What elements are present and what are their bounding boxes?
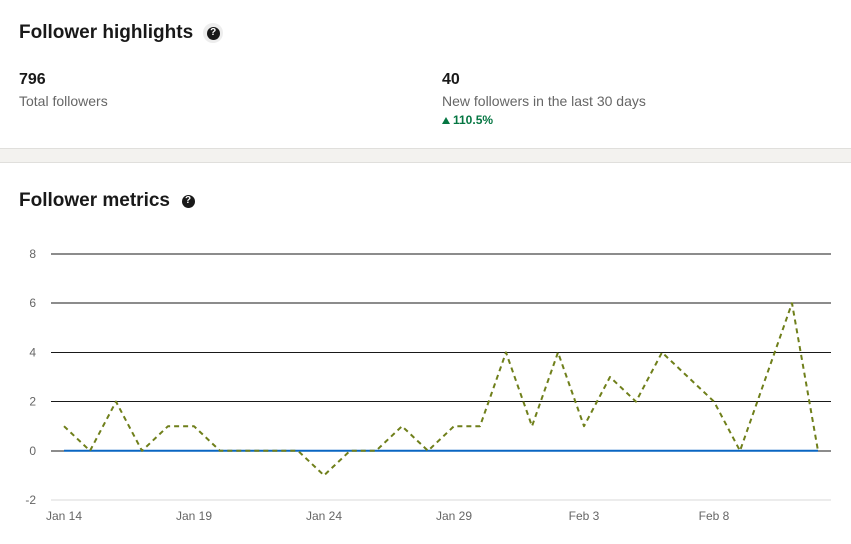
new-followers-label: New followers in the last 30 days bbox=[442, 93, 646, 109]
y-tick-label: 8 bbox=[29, 247, 36, 261]
total-followers-label: Total followers bbox=[19, 93, 108, 109]
x-tick-label: Jan 14 bbox=[46, 509, 82, 523]
y-tick-label: 2 bbox=[29, 395, 36, 409]
question-mark-icon[interactable]: ? bbox=[203, 23, 224, 43]
y-tick-label: 6 bbox=[29, 296, 36, 310]
x-tick-label: Jan 24 bbox=[306, 509, 342, 523]
total-followers-value: 796 bbox=[19, 71, 46, 88]
trend-up-icon bbox=[442, 116, 450, 124]
new-followers-value: 40 bbox=[442, 71, 460, 88]
total-followers-stat: 796 Total followers bbox=[19, 71, 108, 109]
y-tick-label: -2 bbox=[25, 493, 36, 507]
series-line-dashed bbox=[63, 302, 819, 477]
x-tick-label: Feb 8 bbox=[699, 509, 730, 523]
highlights-title-row: Follower highlights ? bbox=[19, 22, 224, 44]
question-mark-icon[interactable]: ? bbox=[180, 193, 196, 209]
new-followers-change: 110.5% bbox=[442, 113, 646, 127]
metrics-title-row: Follower metrics ? bbox=[19, 190, 196, 212]
metrics-title: Follower metrics bbox=[19, 190, 170, 211]
x-tick-label: Feb 3 bbox=[569, 509, 600, 523]
section-divider bbox=[0, 148, 851, 163]
y-tick-label: 0 bbox=[29, 444, 36, 458]
new-followers-stat: 40 New followers in the last 30 days 110… bbox=[442, 71, 646, 127]
highlights-title: Follower highlights bbox=[19, 22, 194, 43]
follower-metrics-chart: 8 6 4 2 0 -2 Jan 14 Jan 19 Jan 24 Jan 29 Feb 3 Feb … bbox=[25, 247, 831, 523]
new-followers-change-text: 110.5% bbox=[453, 113, 494, 127]
x-tick-label: Jan 19 bbox=[176, 509, 212, 523]
y-tick-label: 4 bbox=[29, 345, 36, 359]
x-tick-label: Jan 29 bbox=[436, 509, 472, 523]
